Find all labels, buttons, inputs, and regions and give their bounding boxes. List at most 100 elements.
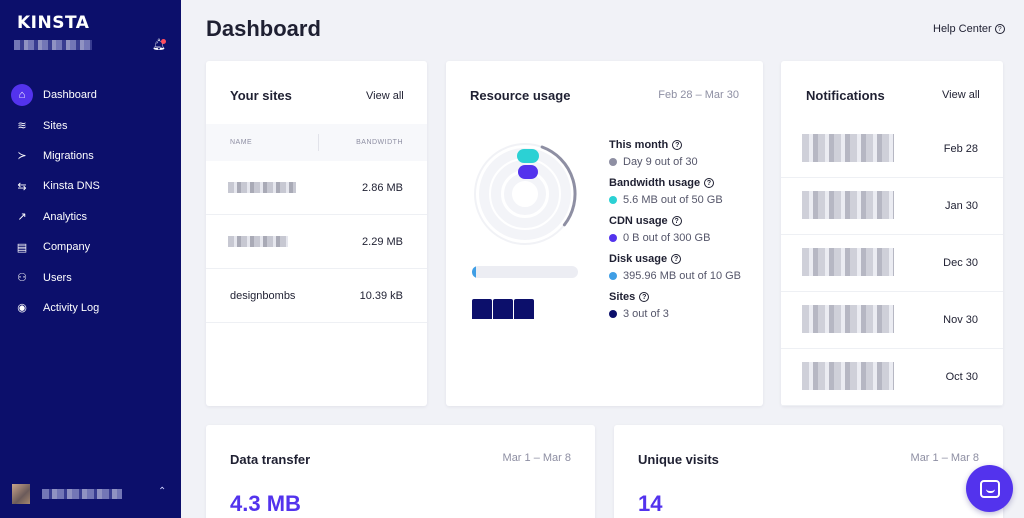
sidebar-item-label: Company <box>43 241 91 254</box>
notification-row[interactable]: Jan 30 <box>781 178 1003 235</box>
legend-value: 395.96 MB out of 10 GB <box>609 270 741 282</box>
legend-value: Day 9 out of 30 <box>609 156 698 168</box>
legend-value-text: 5.6 MB out of 50 GB <box>623 194 723 206</box>
legend-title-text: Sites <box>609 291 636 303</box>
notifications-card-title: Notifications <box>806 88 885 103</box>
help-center-label: Help Center <box>933 23 992 35</box>
sidebar-item-label: Dashboard <box>43 89 97 102</box>
question-icon: ? <box>994 24 1005 34</box>
legend-dot <box>609 158 617 166</box>
notification-date: Feb 28 <box>943 143 978 155</box>
legend-value: 5.6 MB out of 50 GB <box>609 194 723 206</box>
add-user-icon: ⚇ <box>17 272 27 285</box>
sidebar-item-sites[interactable]: ≋ Sites <box>0 110 181 140</box>
legend-item: Bandwidth usage? 5.6 MB out of 50 GB <box>609 177 723 206</box>
chat-icon <box>979 479 1000 498</box>
sidebar-item-label: Sites <box>43 119 68 132</box>
unique-visits-card: Unique visits Mar 1 – Mar 8 14 <box>614 425 1003 518</box>
legend-value-text: Day 9 out of 30 <box>623 156 698 168</box>
legend-item: This month? Day 9 out of 30 <box>609 139 698 168</box>
sidebar-item-activity-log[interactable]: ◉ Activity Log <box>0 293 181 323</box>
data-transfer-title: Data transfer <box>230 452 311 467</box>
data-transfer-date-range: Mar 1 – Mar 8 <box>502 452 571 464</box>
migrate-icon: ≻ <box>17 150 27 163</box>
legend-dot <box>609 310 617 318</box>
site-block <box>472 299 492 319</box>
site-block <box>493 299 513 319</box>
help-center-link[interactable]: Help Center ? <box>933 23 1005 35</box>
notification-date: Oct 30 <box>945 371 978 383</box>
chevron-up-icon[interactable]: ⌃ <box>158 486 167 497</box>
notification-row[interactable]: Nov 30 <box>781 292 1003 349</box>
dns-icon: ⇆ <box>17 180 27 193</box>
notifications-view-all-link[interactable]: View all <box>942 89 980 101</box>
legend-item: CDN usage? 0 B out of 300 GB <box>609 215 710 244</box>
notification-row[interactable]: Dec 30 <box>781 235 1003 292</box>
sidebar-item-label: Migrations <box>43 149 94 162</box>
site-row[interactable]: 2.29 MB <box>206 215 427 269</box>
notification-text-blurred <box>802 362 894 390</box>
sidebar-item-label: Kinsta DNS <box>43 180 100 193</box>
layers-icon: ≋ <box>17 120 27 133</box>
sidebar: KINSTA 🔔︎ ⌂ Dashboard ≋ Sites ≻ Migrations ⇆ Ki… <box>0 0 181 518</box>
notification-text-blurred <box>802 191 894 219</box>
site-name-blurred <box>228 182 296 193</box>
sidebar-item-label: Analytics <box>43 210 88 223</box>
sidebar-item-company[interactable]: ▤ Company <box>0 232 181 262</box>
sidebar-item-kinsta-dns[interactable]: ⇆ Kinsta DNS <box>0 171 181 201</box>
site-row[interactable]: 2.86 MB <box>206 161 427 215</box>
legend-dot <box>609 196 617 204</box>
resource-date-range: Feb 28 – Mar 30 <box>658 89 739 101</box>
column-header-name[interactable]: NAME <box>230 139 253 146</box>
legend-dot <box>609 234 617 242</box>
legend-title: Bandwidth usage? <box>609 177 723 189</box>
notification-row[interactable]: Oct 30 <box>781 349 1003 406</box>
disk-progress-bar <box>472 266 578 278</box>
legend-value-text: 0 B out of 300 GB <box>623 232 711 244</box>
notification-text-blurred <box>802 248 894 276</box>
legend-value-text: 3 out of 3 <box>623 308 669 320</box>
eye-icon: ◉ <box>17 302 27 315</box>
question-icon[interactable]: ? <box>671 254 682 264</box>
legend-title-text: Disk usage <box>609 253 668 265</box>
sites-table-header: NAME BANDWIDTH <box>206 124 427 161</box>
site-row[interactable]: designbombs 10.39 kB <box>206 269 427 323</box>
legend-item: Disk usage? 395.96 MB out of 10 GB <box>609 253 741 282</box>
data-transfer-card: Data transfer Mar 1 – Mar 8 4.3 MB <box>206 425 595 518</box>
site-bandwidth: 2.86 MB <box>362 182 403 194</box>
sidebar-item-users[interactable]: ⚇ Users <box>0 262 181 292</box>
sidebar-item-dashboard[interactable]: ⌂ Dashboard <box>0 80 181 110</box>
cdn-marker <box>518 165 538 179</box>
resource-usage-card: Resource usage Feb 28 – Mar 30 This mont… <box>446 61 763 406</box>
column-header-bandwidth[interactable]: BANDWIDTH <box>356 139 403 146</box>
question-icon[interactable]: ? <box>672 140 683 150</box>
sites-blocks <box>472 299 534 319</box>
unique-visits-value: 14 <box>638 491 663 516</box>
legend-dot <box>609 272 617 280</box>
account-name-blurred <box>14 40 92 50</box>
chat-launcher-button[interactable] <box>966 465 1013 512</box>
legend-item: Sites? 3 out of 3 <box>609 291 669 320</box>
question-icon[interactable]: ? <box>704 178 715 188</box>
sidebar-item-analytics[interactable]: ↗ Analytics <box>0 202 181 232</box>
site-name[interactable]: designbombs <box>230 290 296 302</box>
legend-title: Sites? <box>609 291 669 303</box>
legend-value: 0 B out of 300 GB <box>609 232 710 244</box>
question-icon[interactable]: ? <box>671 216 682 226</box>
column-divider <box>318 134 319 151</box>
legend-title-text: This month <box>609 139 669 151</box>
unique-visits-date-range: Mar 1 – Mar 8 <box>910 452 979 464</box>
site-block <box>514 299 534 319</box>
question-icon[interactable]: ? <box>639 292 650 302</box>
site-bandwidth: 2.29 MB <box>362 236 403 248</box>
sites-view-all-link[interactable]: View all <box>366 90 404 102</box>
month-progress-arc <box>540 145 577 227</box>
unique-visits-title: Unique visits <box>638 452 719 467</box>
sidebar-item-migrations[interactable]: ≻ Migrations <box>0 141 181 171</box>
kinsta-logo[interactable]: KINSTA <box>17 13 90 33</box>
sidebar-footer-user[interactable]: ⌃ <box>12 484 166 504</box>
notification-row[interactable]: Feb 28 <box>781 121 1003 178</box>
avatar[interactable] <box>12 484 30 504</box>
notification-date: Nov 30 <box>943 314 978 326</box>
legend-title: CDN usage? <box>609 215 710 227</box>
